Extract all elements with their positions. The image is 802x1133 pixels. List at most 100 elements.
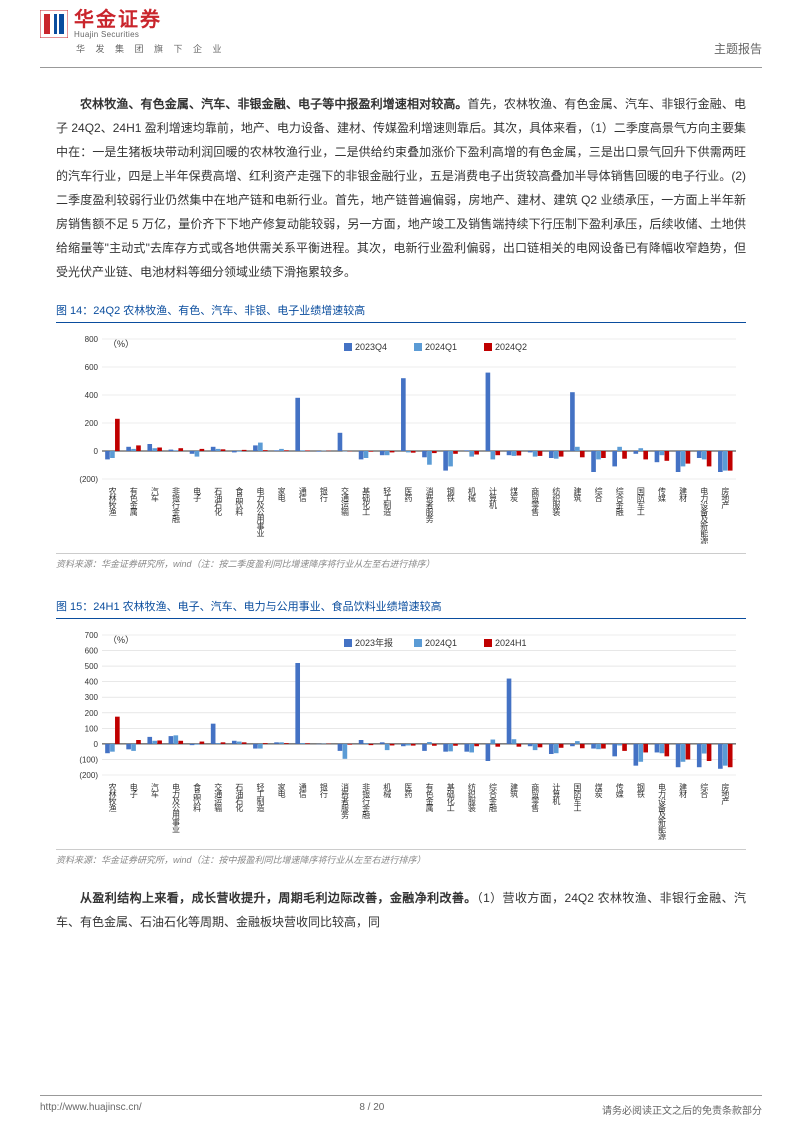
page-header: 华金证券 Huajin Securities 华 发 集 团 旗 下 企 业 主… bbox=[0, 0, 802, 68]
svg-text:消费者服务: 消费者服务 bbox=[341, 782, 350, 820]
svg-text:银行: 银行 bbox=[319, 486, 328, 503]
svg-text:(200): (200) bbox=[79, 771, 98, 780]
svg-text:汽车: 汽车 bbox=[150, 782, 159, 799]
svg-text:(200): (200) bbox=[79, 475, 98, 484]
logo-subtitle: 华 发 集 团 旗 下 企 业 bbox=[76, 42, 226, 55]
svg-text:纺织服装: 纺织服装 bbox=[552, 486, 561, 517]
svg-text:600: 600 bbox=[85, 363, 99, 372]
svg-text:商贸零售: 商贸零售 bbox=[531, 486, 540, 517]
svg-text:非银行金融: 非银行金融 bbox=[171, 486, 180, 524]
svg-text:建材: 建材 bbox=[679, 486, 688, 502]
figure-14-chart: (200) 0 200 400 600 800 （%） 2023Q4 2024Q1 2024Q2 农… bbox=[56, 329, 746, 549]
figure-15-svg: (200)(100)0100200300400500600700（%）2023年… bbox=[56, 625, 746, 845]
figure-15-source: 资料来源：华金证券研究所，wind（注：按中报盈利同比增速降序将行业从左至右进行… bbox=[56, 849, 746, 866]
svg-text:食品饮料: 食品饮料 bbox=[193, 782, 202, 813]
svg-text:2024Q1: 2024Q1 bbox=[425, 342, 457, 352]
svg-text:有色金属: 有色金属 bbox=[425, 782, 434, 813]
svg-text:家电: 家电 bbox=[277, 486, 286, 502]
svg-text:钢铁: 钢铁 bbox=[636, 782, 645, 799]
svg-text:商贸零售: 商贸零售 bbox=[531, 782, 540, 813]
svg-text:交通运输: 交通运输 bbox=[341, 486, 350, 517]
paragraph-1-body: 首先，农林牧渔、有色金属、汽车、非银行金融、电子 24Q2、24H1 盈利增速均… bbox=[56, 97, 746, 279]
svg-text:200: 200 bbox=[85, 709, 99, 718]
svg-text:电子: 电子 bbox=[129, 782, 138, 798]
svg-text:国防军工: 国防军工 bbox=[636, 487, 645, 516]
svg-text:交通运输: 交通运输 bbox=[214, 782, 223, 813]
svg-text:轻工制造: 轻工制造 bbox=[256, 782, 265, 813]
svg-text:600: 600 bbox=[85, 647, 99, 656]
svg-text:综合金融: 综合金融 bbox=[488, 782, 497, 813]
footer-url: http://www.huajinsc.cn/ bbox=[40, 1102, 142, 1117]
svg-text:电力及公用事业: 电力及公用事业 bbox=[256, 486, 265, 537]
svg-text:食品饮料: 食品饮料 bbox=[235, 486, 244, 517]
svg-text:农林牧渔: 农林牧渔 bbox=[108, 782, 117, 812]
svg-text:建材: 建材 bbox=[679, 782, 688, 798]
svg-text:0: 0 bbox=[94, 447, 99, 456]
logo-text-cn: 华金证券 bbox=[74, 10, 226, 30]
svg-text:2024Q2: 2024Q2 bbox=[495, 342, 527, 352]
svg-text:2024Q1: 2024Q1 bbox=[425, 638, 457, 648]
brand-logo-icon bbox=[40, 10, 68, 38]
svg-text:800: 800 bbox=[85, 335, 99, 344]
svg-text:医药: 医药 bbox=[404, 783, 413, 799]
figure-15-title: 图 15：24H1 农林牧渔、电子、汽车、电力与公用事业、食品饮料业绩增速较高 bbox=[56, 598, 746, 619]
svg-text:银行: 银行 bbox=[319, 782, 328, 799]
footer-disclaimer: 请务必阅读正文之后的免责条款部分 bbox=[602, 1102, 762, 1117]
svg-text:400: 400 bbox=[85, 391, 99, 400]
svg-text:轻工制造: 轻工制造 bbox=[383, 486, 392, 517]
figure-14-source: 资料来源：华金证券研究所，wind（注：按二季度盈利同比增速降序将行业从左至右进… bbox=[56, 553, 746, 570]
svg-text:钢铁: 钢铁 bbox=[446, 486, 455, 503]
svg-text:房地产: 房地产 bbox=[721, 486, 730, 510]
svg-text:200: 200 bbox=[85, 419, 99, 428]
svg-text:煤炭: 煤炭 bbox=[594, 782, 603, 799]
svg-text:建筑: 建筑 bbox=[573, 486, 582, 503]
logo-text-en: Huajin Securities bbox=[74, 30, 226, 39]
report-type-label: 主题报告 bbox=[714, 40, 762, 57]
svg-text:计算机: 计算机 bbox=[488, 486, 497, 510]
svg-text:(100): (100) bbox=[79, 755, 98, 764]
svg-text:农林牧渔: 农林牧渔 bbox=[108, 486, 117, 516]
svg-text:电力设备及新能源: 电力设备及新能源 bbox=[658, 782, 667, 841]
svg-text:非银行金融: 非银行金融 bbox=[362, 782, 371, 820]
paragraph-1-bold: 农林牧渔、有色金属、汽车、非银金融、电子等中报盈利增速相对较高。 bbox=[80, 97, 468, 111]
figure-15: 图 15：24H1 农林牧渔、电子、汽车、电力与公用事业、食品饮料业绩增速较高 … bbox=[56, 598, 746, 866]
svg-text:（%）: （%） bbox=[108, 339, 134, 349]
svg-text:2024H1: 2024H1 bbox=[495, 638, 527, 648]
figure-14: 图 14：24Q2 农林牧渔、有色、汽车、非银、电子业绩增速较高 (200) 0 2… bbox=[56, 302, 746, 570]
svg-text:有色金属: 有色金属 bbox=[129, 486, 138, 517]
svg-text:2023Q4: 2023Q4 bbox=[355, 342, 387, 352]
svg-text:2023年报: 2023年报 bbox=[355, 637, 393, 648]
svg-text:（%）: （%） bbox=[108, 635, 134, 645]
svg-text:传媒: 传媒 bbox=[658, 486, 667, 503]
footer-page-number: 8 / 20 bbox=[359, 1102, 384, 1117]
svg-text:消费者服务: 消费者服务 bbox=[425, 486, 434, 524]
svg-text:机械: 机械 bbox=[467, 486, 476, 503]
page-footer: http://www.huajinsc.cn/ 8 / 20 请务必阅读正文之后… bbox=[40, 1095, 762, 1117]
svg-text:家电: 家电 bbox=[277, 782, 286, 798]
svg-text:机械: 机械 bbox=[383, 782, 392, 799]
svg-text:汽车: 汽车 bbox=[150, 486, 159, 503]
svg-text:综合: 综合 bbox=[594, 486, 603, 503]
svg-text:石油石化: 石油石化 bbox=[214, 487, 223, 517]
svg-text:700: 700 bbox=[85, 631, 99, 640]
svg-text:电子: 电子 bbox=[193, 486, 202, 502]
paragraph-2-bold: 从盈利结构上来看，成长营收提升，周期毛利边际改善，金融净利改善。 bbox=[80, 891, 477, 905]
figure-14-svg: (200) 0 200 400 600 800 （%） 2023Q4 2024Q1 2024Q2 农… bbox=[56, 329, 746, 549]
svg-text:电力及公用事业: 电力及公用事业 bbox=[171, 782, 180, 833]
svg-text:综合金融: 综合金融 bbox=[615, 486, 624, 517]
figure-14-title: 图 14：24Q2 农林牧渔、有色、汽车、非银、电子业绩增速较高 bbox=[56, 302, 746, 323]
svg-text:500: 500 bbox=[85, 662, 99, 671]
svg-text:基础化工: 基础化工 bbox=[362, 486, 371, 516]
header-divider bbox=[40, 67, 762, 68]
svg-text:煤炭: 煤炭 bbox=[510, 486, 519, 503]
figure-15-chart: (200)(100)0100200300400500600700（%）2023年… bbox=[56, 625, 746, 845]
svg-text:建筑: 建筑 bbox=[510, 782, 519, 799]
svg-text:通信: 通信 bbox=[298, 782, 307, 799]
svg-text:通信: 通信 bbox=[298, 486, 307, 503]
svg-text:计算机: 计算机 bbox=[552, 782, 561, 806]
svg-text:100: 100 bbox=[85, 724, 99, 733]
page-content: 农林牧渔、有色金属、汽车、非银金融、电子等中报盈利增速相对较高。首先，农林牧渔、… bbox=[0, 68, 802, 934]
svg-text:传媒: 传媒 bbox=[615, 782, 624, 799]
paragraph-1: 农林牧渔、有色金属、汽车、非银金融、电子等中报盈利增速相对较高。首先，农林牧渔、… bbox=[56, 92, 746, 284]
svg-text:医药: 医药 bbox=[404, 487, 413, 503]
